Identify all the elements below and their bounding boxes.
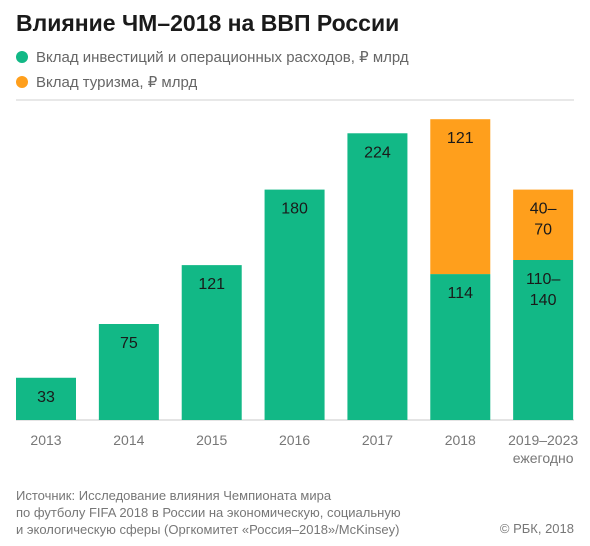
bar-tourism-5 (430, 119, 491, 275)
data-label-investment-4: 224 (364, 144, 391, 161)
data-label-investment-3: 180 (281, 201, 308, 218)
bar-investment-4 (347, 133, 408, 420)
source-line: и экологическую сферы (Оргкомитет «Росси… (16, 522, 400, 537)
legend-label-tourism: Вклад туризма, ₽ млрд (36, 74, 198, 91)
legend-dot-tourism (16, 76, 28, 88)
x-tick-label-4: 2017 (362, 432, 393, 448)
source-note: Источник: Исследование влияния Чемпионат… (16, 487, 486, 538)
legend-label-investment: Вклад инвестиций и операционных расходов… (36, 49, 409, 66)
data-label-tourism-5: 121 (447, 130, 474, 147)
legend-dot-investment (16, 51, 28, 63)
bar-chart: 33 2013 75 2014 121 2015 180 2016 224 2017 114 121 2… (16, 99, 578, 466)
source-line: Источник: Исследование влияния Чемпионат… (16, 488, 332, 503)
x-tick-label-6: 2019–2023 ежегодно (508, 432, 578, 466)
x-tick-label-2: 2015 (196, 432, 227, 448)
x-tick-label-0: 2013 (30, 432, 61, 448)
data-label-investment-1: 75 (120, 335, 138, 352)
bar-investment-0 (16, 377, 76, 420)
bar-investment-6 (513, 260, 574, 420)
bar-investment-2 (181, 265, 242, 420)
x-tick-label-1: 2014 (113, 432, 144, 448)
chart-title: Влияние ЧМ–2018 на ВВП России (16, 10, 400, 36)
bar-tourism-6 (513, 189, 574, 260)
bar-investment-5 (430, 274, 491, 420)
bar-investment-1 (98, 324, 159, 420)
data-label-investment-0: 33 (37, 389, 55, 406)
legend-item-tourism: Вклад туризма, ₽ млрд (16, 73, 197, 91)
copyright: © РБК, 2018 (499, 521, 574, 536)
data-label-investment-6: 110– 140 (526, 271, 561, 309)
x-tick-label-5: 2018 (445, 432, 476, 448)
data-label-tourism-6: 40– 70 (530, 201, 557, 239)
source-line: по футболу FIFA 2018 в России на экономи… (16, 505, 401, 520)
x-tick-label-3: 2016 (279, 432, 310, 448)
bar-investment-3 (264, 189, 325, 420)
data-label-investment-2: 121 (198, 276, 225, 293)
data-label-investment-5: 114 (448, 285, 474, 302)
legend-item-investment: Вклад инвестиций и операционных расходов… (16, 48, 409, 66)
